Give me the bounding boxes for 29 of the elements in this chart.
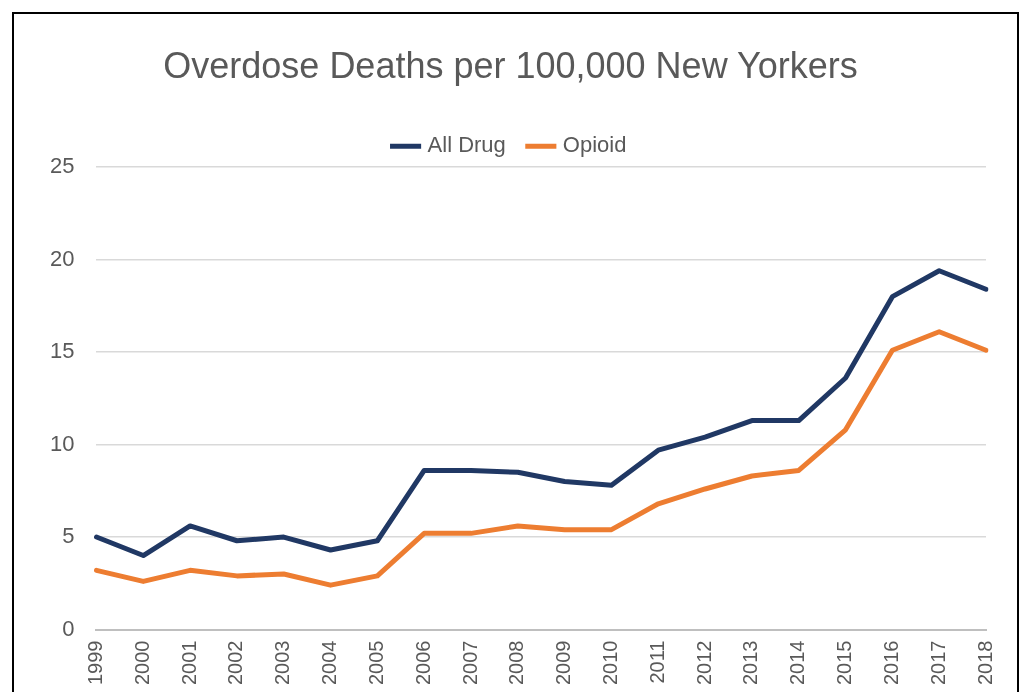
y-tick-label: 0 [62,615,75,641]
x-tick-label: 2005 [364,640,387,686]
x-tick-label: 2006 [411,640,434,686]
x-tick-label: 2001 [177,640,200,686]
x-tick-label: 2008 [505,640,528,686]
x-tick-label: 2004 [318,640,341,686]
x-tick-label: 2013 [739,640,762,686]
y-tick-label: 20 [49,245,75,271]
x-tick-label: 2017 [926,640,949,686]
chart-title: Overdose Deaths per 100,000 New Yorkers [163,44,858,86]
legend-label: All Drug [427,132,506,158]
x-tick-label: 1999 [83,640,106,686]
x-tick-label: 2003 [271,640,294,686]
x-tick-label: 2016 [879,640,902,686]
x-tick-label: 2015 [833,640,856,686]
x-tick-label: 2007 [458,640,481,686]
x-tick-label: 2018 [973,640,996,686]
y-tick-label: 5 [62,523,75,549]
x-tick-label: 2012 [692,640,715,686]
x-tick-label: 2002 [224,640,247,686]
legend-label: Opioid [562,132,627,158]
y-tick-label: 25 [49,153,75,179]
y-tick-label: 15 [49,338,75,364]
x-tick-label: 2000 [130,640,153,686]
x-tick-label: 2009 [552,640,575,686]
x-tick-label: 2010 [598,640,621,686]
x-tick-label: 2011 [645,640,668,684]
x-tick-label: 2014 [786,640,809,686]
y-tick-label: 10 [49,430,75,456]
